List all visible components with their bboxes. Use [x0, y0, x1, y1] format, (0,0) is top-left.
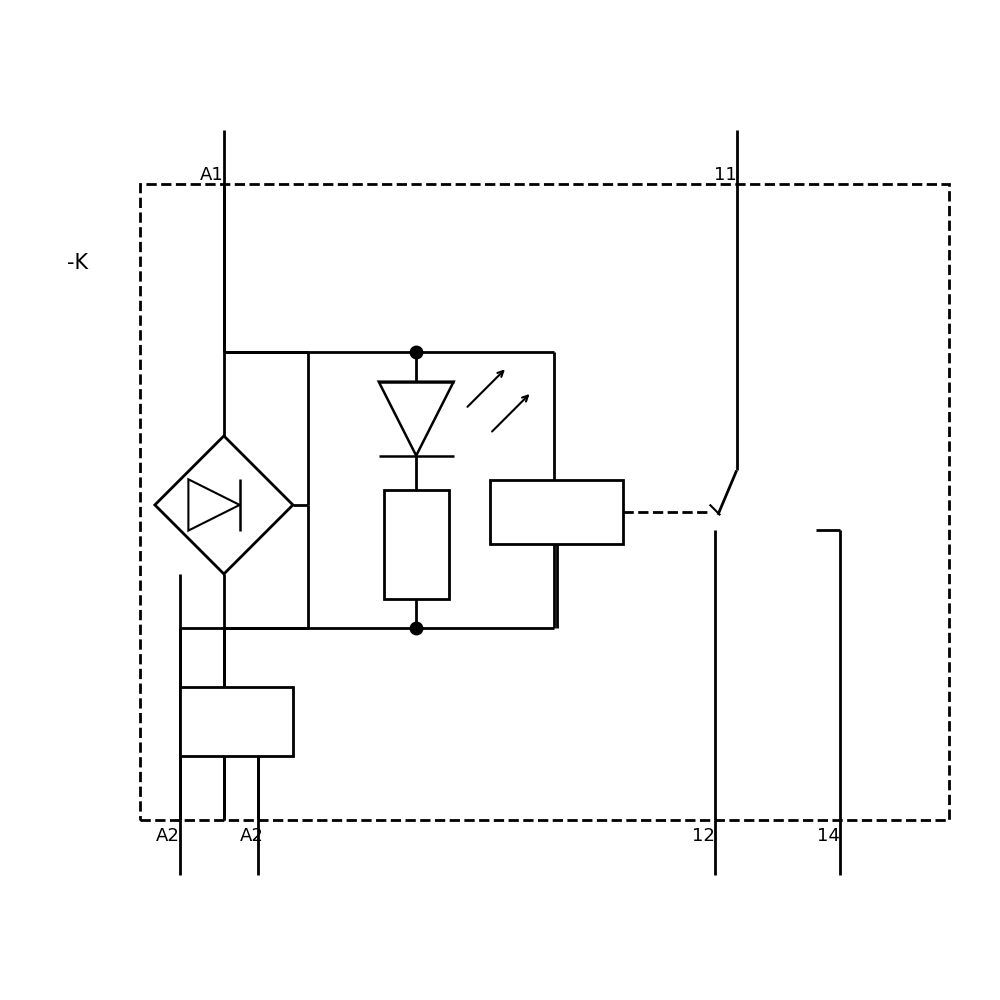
Text: A2: A2 [156, 827, 180, 845]
Text: 14: 14 [817, 827, 840, 845]
Text: -K: -K [67, 253, 89, 273]
Text: A1: A1 [200, 166, 224, 184]
Text: A2: A2 [239, 827, 263, 845]
Bar [180, 687, 293, 756]
Bar [384, 490, 449, 599]
Bar [490, 480, 623, 544]
Text: 12: 12 [692, 827, 715, 845]
Text: 11: 11 [714, 166, 737, 184]
